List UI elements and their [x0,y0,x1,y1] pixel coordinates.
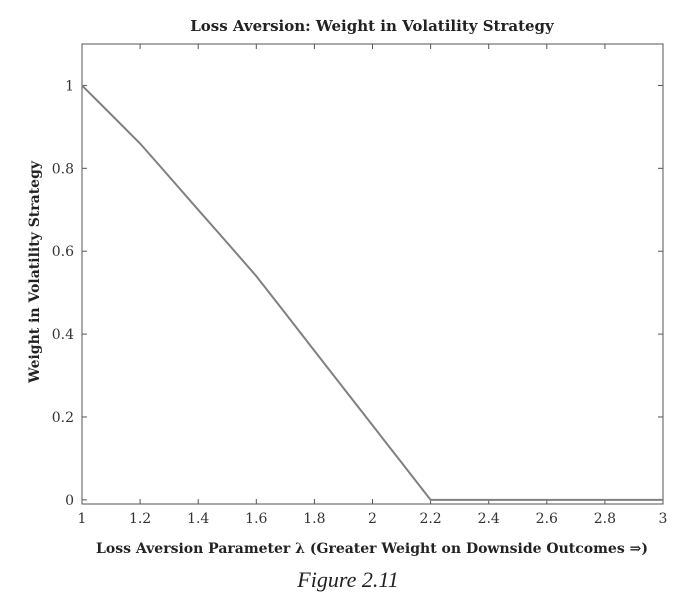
x-tick-label: 3 [659,511,668,527]
x-axis-label: Loss Aversion Parameter λ (Greater Weigh… [96,541,648,557]
chart-title: Loss Aversion: Weight in Volatility Stra… [190,17,555,35]
y-tick-label: 0.8 [52,161,74,177]
x-tick-label: 2.4 [478,511,500,527]
x-tick-label: 1.2 [129,511,151,527]
x-tick-label: 1 [78,511,87,527]
y-tick-label: 1 [65,78,74,94]
y-tick-label: 0.4 [52,327,74,343]
y-tick-label: 0 [65,493,74,509]
plot-frame [81,43,664,505]
x-tick-label: 1.6 [245,511,267,527]
line-chart: Loss Aversion: Weight in Volatility Stra… [27,17,668,557]
y-tick-label: 0.2 [52,410,74,426]
figure-caption: Figure 2.11 [297,567,399,592]
series-layer [81,84,663,501]
x-tick-label: 2.2 [419,511,441,527]
y-axis-label: Weight in Volatility Strategy [27,160,43,384]
y-tick-label: 0.6 [52,244,74,260]
series-line [81,84,663,501]
x-tick-label: 1.4 [187,511,209,527]
x-tick-label: 2.8 [594,511,616,527]
x-tick-label: 2 [368,511,377,527]
y-axis: 0 0.2 0.4 0.6 0.8 1 [52,78,663,509]
x-tick-label: 1.8 [303,511,325,527]
x-tick-label: 2.6 [536,511,558,527]
x-axis: 1 1.2 1.4 1.6 1.8 2 2.2 2.4 2.6 2.8 3 [78,44,668,527]
